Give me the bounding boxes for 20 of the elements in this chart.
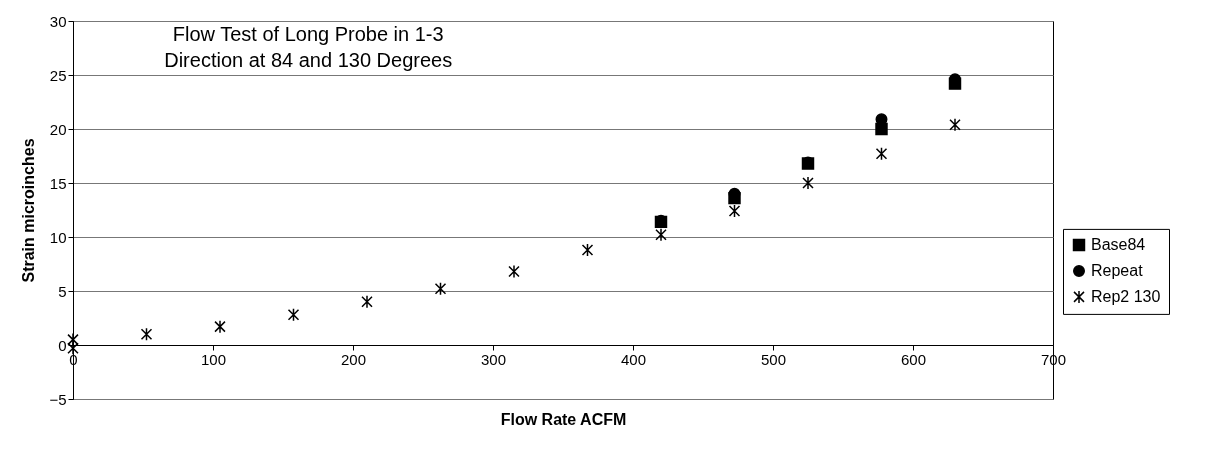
x-axis-title: Flow Rate ACFM — [500, 410, 627, 428]
legend-label: Repeat — [1091, 261, 1144, 279]
legend-label: Base84 — [1091, 235, 1146, 253]
x-tick-label: 100 — [200, 350, 227, 368]
y-axis-title: Strain microinches — [20, 138, 38, 283]
y-tick-label: −5 — [49, 390, 67, 408]
x-tick-label: 400 — [620, 350, 647, 368]
y-tick-label: 30 — [49, 12, 67, 30]
x-tick-label: 500 — [760, 350, 787, 368]
legend-label: Rep2 130 — [1091, 287, 1161, 305]
y-tick-label: 5 — [58, 282, 67, 300]
x-tick-label: 600 — [900, 350, 927, 368]
text: Flow Test of Long Probe in 1-3 Direction at 84 and 130 Degrees — [164, 23, 453, 71]
x-tick-label: 300 — [480, 350, 507, 368]
y-tick-label: 0 — [58, 336, 67, 354]
y-tick-label: 15 — [49, 174, 67, 192]
y-tick-label: 25 — [49, 66, 67, 84]
y-tick-label: 10 — [49, 228, 67, 246]
y-tick-label: 20 — [49, 120, 67, 138]
x-tick-label: 200 — [340, 350, 367, 368]
